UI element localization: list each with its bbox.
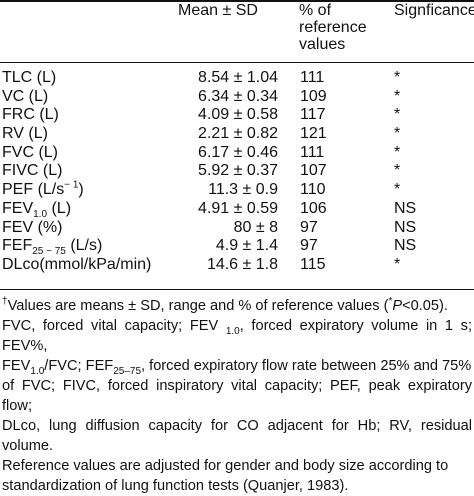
row-label: PEF (L/s− 1) — [2, 179, 84, 200]
row-label: DLco(mmol/kPa/min) — [2, 255, 152, 273]
row-mean: 4.9 ± 1.4 — [215, 237, 278, 255]
footnote-fev-subscript: 1.0 — [225, 325, 240, 337]
footnote-fev2-text: /FVC; FEF — [44, 358, 114, 374]
footnote-values-text: Values are means ± SD, range and % of re… — [7, 298, 389, 314]
table-row: FIVC (L) 5.92 ± 0.37 107 * — [0, 162, 474, 181]
row-label-end: (L/s) — [65, 237, 103, 255]
row-significance: * — [394, 106, 401, 124]
footnote-line: of FVC; FIVC, forced inspiratory vital c… — [2, 378, 472, 414]
header-significance: Signficance — [394, 2, 474, 19]
row-mean: 80 ± 8 — [233, 218, 278, 236]
row-mean: 8.54 ± 1.04 — [198, 69, 278, 86]
row-mean: 6.34 ± 0.34 — [198, 87, 278, 105]
footnote-dagger: † — [2, 296, 8, 308]
footnote-line: DLco, lung diffusion capacity for CO adj… — [2, 418, 472, 454]
row-label: FRC (L) — [2, 106, 59, 124]
row-label-end: ) — [78, 181, 84, 199]
row-label: VC (L) — [2, 87, 49, 105]
table-body: TLC (L) 8.54 ± 1.04 111 * VC (L) 6.34 ± … — [0, 69, 474, 275]
row-label: FEV1.0 (L) — [2, 199, 72, 220]
footnote-star: * — [388, 296, 393, 308]
table-row: TLC (L) 8.54 ± 1.04 111 * — [0, 69, 474, 88]
row-mean: 14.6 ± 1.8 — [206, 255, 278, 273]
footnote-fev-definition: , forced expiratory volume in 1 s; FEV%, — [2, 318, 472, 354]
row-label-superscript: − 1 — [64, 179, 79, 191]
row-label: FVC (L) — [2, 143, 58, 161]
row-percent: 107 — [300, 162, 327, 180]
header-rule — [0, 62, 474, 63]
row-significance: * — [394, 87, 401, 105]
table-row: FEV1.0 (L) 4.91 ± 0.59 106 NS — [0, 199, 474, 220]
row-percent: 117 — [300, 106, 326, 124]
row-significance: * — [394, 255, 401, 273]
row-label-main: FEV — [2, 199, 34, 217]
row-percent: 109 — [300, 87, 327, 105]
footnote-fev2-subscript: 1.0 — [30, 365, 45, 377]
table-footnote: †Values are means ± SD, range and % of r… — [2, 296, 472, 496]
footnote-line: FVC, forced vital capacity; FEV 1.0, for… — [2, 316, 472, 356]
table-row: DLco(mmol/kPa/min) 14.6 ± 1.8 115 * — [0, 256, 474, 275]
table-row: PEF (L/s− 1) 11.3 ± 0.9 110 * — [0, 179, 474, 200]
row-percent: 97 — [300, 237, 318, 255]
row-label: FIVC (L) — [2, 162, 63, 180]
row-label-main: PEF (L/s — [2, 181, 65, 199]
row-significance: * — [394, 143, 401, 161]
table-row: FVC (L) 6.17 ± 0.46 111 * — [0, 144, 474, 163]
footnote-line: standardization of lung function tests (… — [2, 478, 349, 494]
row-label: FEF25 − 75 (L/s) — [2, 237, 103, 258]
table-row: VC (L) 6.34 ± 0.34 109 * — [0, 88, 474, 107]
row-mean: 4.09 ± 0.58 — [198, 106, 278, 124]
row-percent: 106 — [300, 199, 327, 217]
table-row: FRC (L) 4.09 ± 0.58 117 * — [0, 106, 474, 125]
row-significance: NS — [394, 218, 417, 236]
row-significance: * — [394, 125, 401, 143]
table-row: RV (L) 2.21 ± 0.82 121 * — [0, 125, 474, 144]
footnote-fvc-text: FVC, forced vital capacity; FEV — [2, 318, 226, 334]
footnote-p-value: <0.05). — [402, 298, 448, 314]
footnote-fef-definition: , forced expiratory flow rate between 25… — [141, 358, 472, 374]
row-mean: 4.91 ± 0.59 — [198, 199, 278, 217]
row-label-main: FEF — [2, 237, 33, 255]
table-row: FEF25 − 75 (L/s) 4.9 ± 1.4 97 NS — [0, 237, 474, 258]
row-percent: 121 — [300, 125, 327, 143]
row-mean: 6.17 ± 0.46 — [198, 143, 278, 161]
footnote-p-label: P — [392, 298, 403, 314]
header-mean-sd: Mean ± SD — [178, 2, 258, 19]
header-percent-reference: % of reference values — [299, 2, 367, 53]
row-percent: 115 — [300, 255, 326, 273]
row-significance: * — [394, 162, 401, 180]
row-mean: 11.3 ± 0.9 — [208, 181, 278, 199]
row-label-end: (L) — [47, 199, 72, 217]
row-label: RV (L) — [2, 125, 48, 143]
row-label-subscript: 1.0 — [33, 209, 48, 220]
footnote-line: Reference values are adjusted for gender… — [2, 458, 449, 474]
footnote-fev2-main: FEV — [2, 358, 31, 374]
row-significance: * — [394, 69, 401, 86]
row-percent: 111 — [300, 69, 325, 86]
table-row: FEV (%) 80 ± 8 97 NS — [0, 219, 474, 238]
row-significance: * — [394, 181, 401, 199]
row-significance: NS — [394, 199, 417, 217]
footnote-line: †Values are means ± SD, range and % of r… — [2, 296, 472, 316]
row-mean: 2.21 ± 0.82 — [198, 125, 278, 143]
table-top-rule — [0, 0, 474, 2]
footnote-line: FEV1.0/FVC; FEF25–75, forced expiratory … — [2, 356, 472, 376]
footnote-fef-subscript: 25–75 — [113, 365, 142, 377]
row-label-subscript: 25 − 75 — [32, 246, 66, 258]
row-label: TLC (L) — [2, 69, 57, 86]
row-percent: 111 — [300, 143, 325, 161]
table-bottom-rule — [0, 289, 474, 290]
row-significance: NS — [394, 237, 417, 255]
row-label: FEV (%) — [2, 218, 63, 236]
row-mean: 5.92 ± 0.37 — [198, 162, 278, 180]
row-percent: 97 — [300, 218, 318, 236]
row-percent: 110 — [300, 181, 326, 199]
